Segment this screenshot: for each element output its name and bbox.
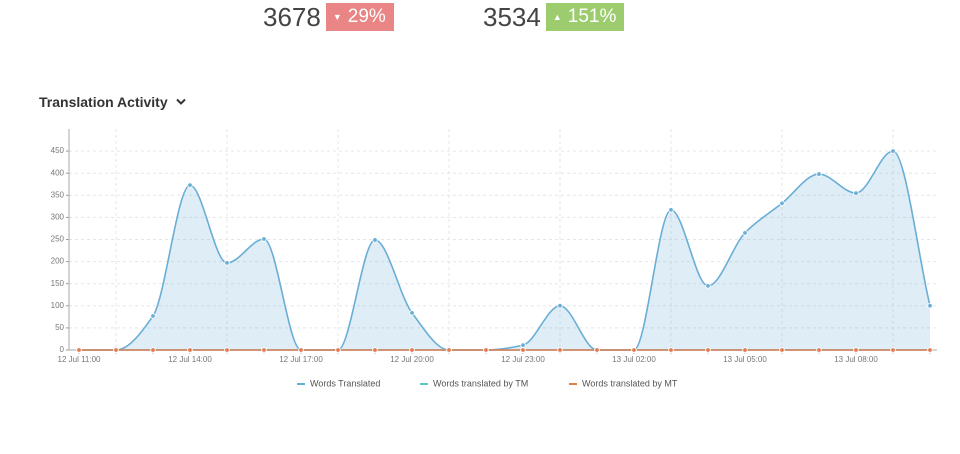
point	[224, 260, 230, 266]
y-tick-label: 300	[51, 213, 65, 222]
y-tick-label: 450	[51, 146, 65, 155]
point	[890, 148, 896, 154]
point	[483, 347, 489, 353]
legend-label: Words Translated	[310, 378, 380, 388]
y-tick-label: 0	[60, 345, 65, 354]
x-tick-label: 12 Jul 20:00	[390, 355, 434, 364]
stat: 3678 ▼ 29%	[263, 1, 394, 32]
point	[742, 230, 748, 236]
x-tick-label: 13 Jul 05:00	[723, 355, 767, 364]
x-tick-label: 12 Jul 23:00	[501, 355, 545, 364]
point	[150, 313, 156, 319]
point	[594, 347, 600, 353]
point	[76, 347, 82, 353]
y-tick-label: 350	[51, 190, 65, 199]
area	[79, 151, 930, 350]
y-tick-label: 50	[55, 323, 64, 332]
point	[557, 347, 563, 353]
point	[668, 347, 674, 353]
point	[261, 236, 267, 242]
legend-label: Words translated by TM	[433, 378, 528, 388]
point	[409, 310, 415, 316]
legend-item: Words translated by TM	[420, 378, 528, 388]
x-tick-label: 13 Jul 08:00	[834, 355, 878, 364]
title-text: Translation Activity	[39, 94, 168, 110]
point	[631, 347, 637, 353]
point	[853, 190, 859, 196]
chevron-icon	[175, 98, 186, 105]
x-tick-label: 12 Jul 11:00	[58, 355, 102, 364]
change-badge: ▲ 151%	[545, 3, 625, 31]
point	[446, 347, 452, 353]
point	[335, 347, 341, 353]
arrow-icon: ▼	[332, 12, 342, 22]
point	[150, 347, 156, 353]
point	[853, 347, 859, 353]
x-tick-label: 12 Jul 14:00	[168, 355, 212, 364]
point	[816, 171, 822, 177]
legend-label: Words translated by MT	[582, 378, 678, 388]
point	[520, 347, 526, 353]
legend-item: Words translated by MT	[569, 378, 678, 388]
point	[224, 347, 230, 353]
point	[779, 347, 785, 353]
y-tick-label: 200	[51, 257, 65, 266]
line	[79, 150, 931, 351]
y-tick-label: 100	[51, 301, 65, 310]
point	[742, 347, 748, 353]
stat: 3534 ▲ 151%	[483, 1, 625, 32]
point	[705, 347, 711, 353]
point	[557, 303, 563, 309]
point	[409, 347, 415, 353]
change-value: 151%	[567, 6, 617, 27]
arrow-icon: ▲	[552, 12, 562, 22]
legend-item: Words Translated	[297, 378, 380, 388]
chart-title[interactable]: Translation Activity	[39, 94, 186, 110]
change-value: 29%	[347, 6, 386, 27]
point	[298, 347, 304, 353]
point	[705, 283, 711, 289]
point	[927, 303, 933, 309]
point	[372, 237, 378, 243]
point	[187, 182, 193, 188]
point	[261, 347, 267, 353]
point	[816, 347, 822, 353]
y-tick-label: 400	[51, 168, 65, 177]
point	[113, 347, 119, 353]
point	[372, 347, 378, 353]
stat-value: 3678	[263, 1, 321, 32]
y-tick-label: 250	[51, 235, 65, 244]
y-tick-label: 150	[51, 279, 65, 288]
x-tick-label: 13 Jul 02:00	[612, 355, 656, 364]
point	[668, 207, 674, 213]
point	[187, 347, 193, 353]
x-tick-label: 12 Jul 17:00	[279, 355, 323, 364]
point	[520, 342, 526, 348]
stat-value: 3534	[483, 1, 541, 32]
point	[927, 347, 933, 353]
point	[779, 200, 785, 206]
change-badge: ▼ 29%	[325, 3, 394, 31]
point	[890, 347, 896, 353]
